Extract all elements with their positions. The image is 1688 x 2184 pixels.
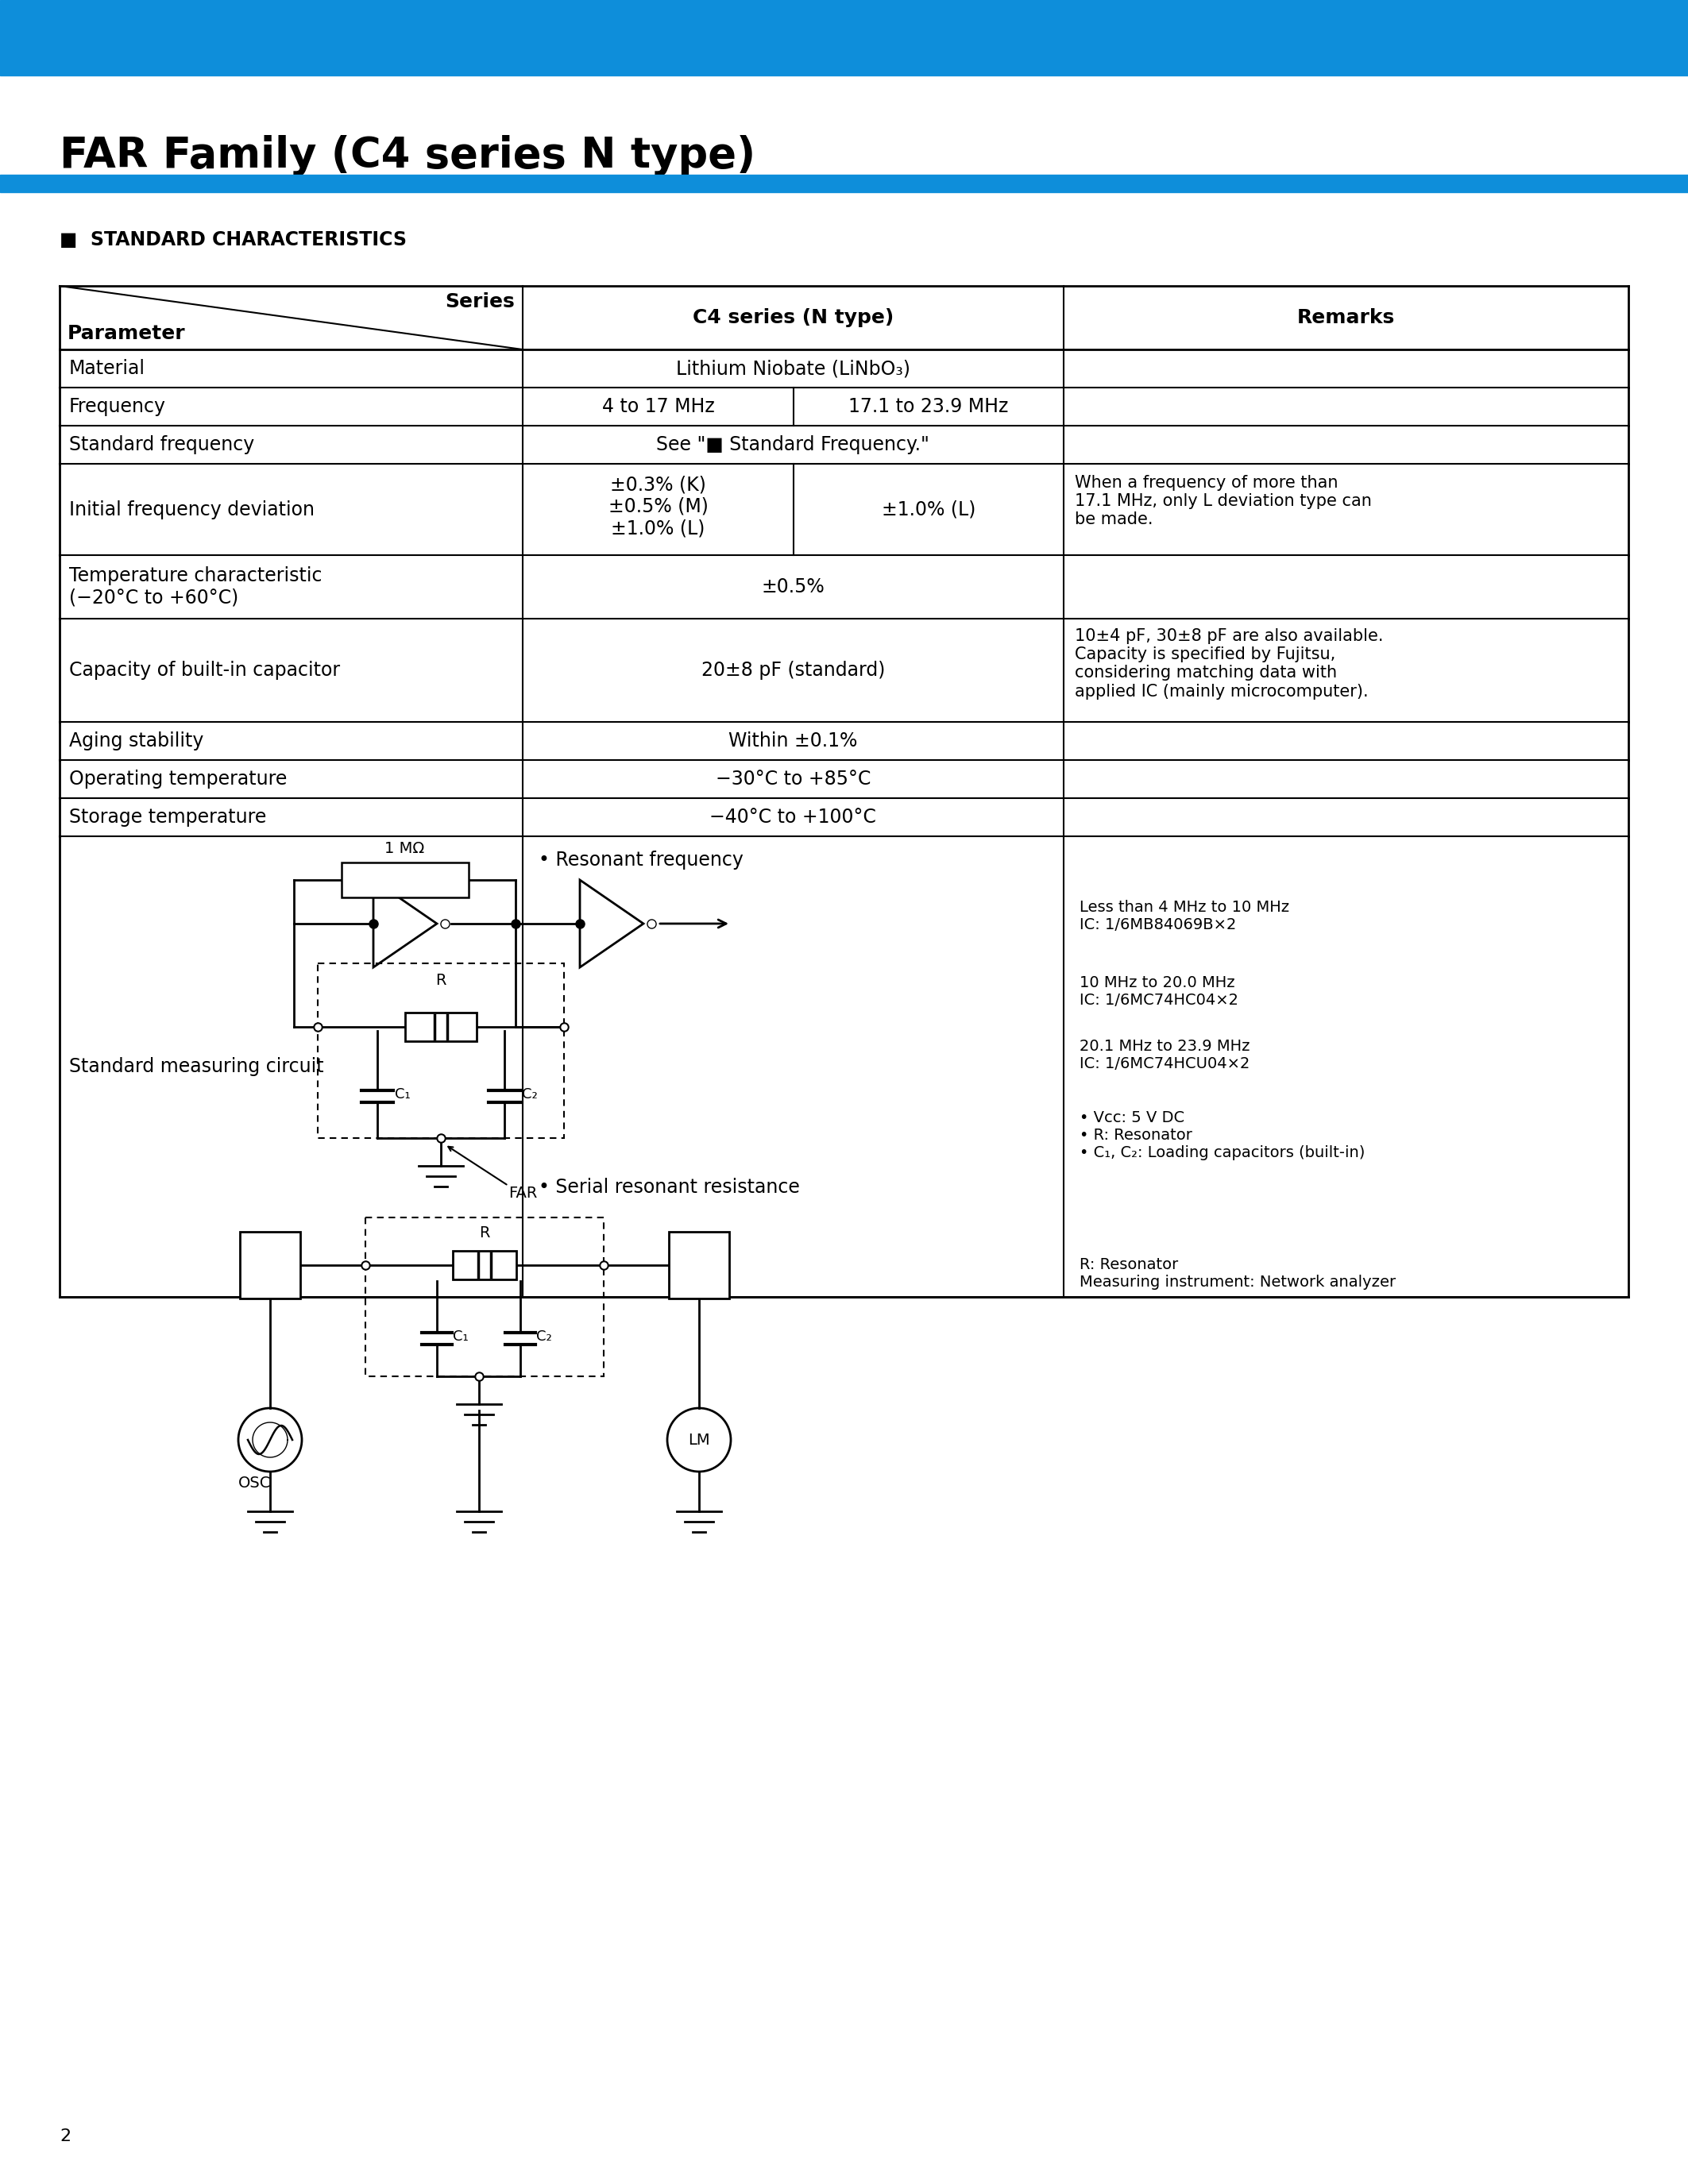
Text: Operating temperature: Operating temperature	[69, 769, 287, 788]
Text: Within ±0.1%: Within ±0.1%	[729, 732, 858, 751]
Text: ■  STANDARD CHARACTERISTICS: ■ STANDARD CHARACTERISTICS	[59, 229, 407, 249]
Text: 10 MHz to 20.0 MHz
IC: 1/6MC74HC04×2: 10 MHz to 20.0 MHz IC: 1/6MC74HC04×2	[1080, 976, 1239, 1007]
Text: −30°C to +85°C: −30°C to +85°C	[716, 769, 871, 788]
Text: FAR: FAR	[508, 1186, 537, 1201]
Text: LM: LM	[689, 1433, 711, 1448]
Text: 17.1 to 23.9 MHz: 17.1 to 23.9 MHz	[849, 397, 1009, 417]
Text: • Vcc: 5 V DC
• R: Resonator
• C₁, C₂: Loading capacitors (built-in): • Vcc: 5 V DC • R: Resonator • C₁, C₂: L…	[1080, 1109, 1366, 1160]
Text: C₂: C₂	[537, 1330, 552, 1343]
Text: Standard frequency: Standard frequency	[69, 435, 255, 454]
Text: Lithium Niobate (LiNbO₃): Lithium Niobate (LiNbO₃)	[675, 358, 910, 378]
Text: Material: Material	[69, 358, 145, 378]
Text: When a frequency of more than
17.1 MHz, only L deviation type can
be made.: When a frequency of more than 17.1 MHz, …	[1075, 474, 1372, 529]
Text: FAR Family (C4 series N type): FAR Family (C4 series N type)	[59, 135, 756, 177]
Text: ±0.3% (K)
±0.5% (M)
±1.0% (L): ±0.3% (K) ±0.5% (M) ±1.0% (L)	[608, 474, 707, 537]
Text: R: R	[479, 1225, 490, 1241]
Text: Storage temperature: Storage temperature	[69, 808, 267, 828]
Text: Remarks: Remarks	[1296, 308, 1394, 328]
Text: ±0.5%: ±0.5%	[761, 577, 825, 596]
Text: Initial frequency deviation: Initial frequency deviation	[69, 500, 314, 520]
Text: 10±4 pF, 30±8 pF are also available.
Capacity is specified by Fujitsu,
consideri: 10±4 pF, 30±8 pF are also available. Cap…	[1075, 629, 1384, 699]
Bar	[405, 1013, 476, 1042]
Text: 20.1 MHz to 23.9 MHz
IC: 1/6MC74HCU04×2: 20.1 MHz to 23.9 MHz IC: 1/6MC74HCU04×2	[1080, 1040, 1249, 1072]
Text: C₂: C₂	[522, 1088, 537, 1101]
Text: • Serial resonant resistance: • Serial resonant resistance	[538, 1177, 800, 1197]
Bar	[668, 1232, 729, 1299]
Text: ±1.0% (L): ±1.0% (L)	[881, 500, 976, 520]
Text: −40°C to +100°C: −40°C to +100°C	[709, 808, 876, 828]
Text: 75 Ω: 75 Ω	[680, 1258, 717, 1273]
Text: Series: Series	[444, 293, 515, 312]
Text: Capacity of built-in capacitor: Capacity of built-in capacitor	[69, 662, 339, 679]
Text: R: Resonator
Measuring instrument: Network analyzer: R: Resonator Measuring instrument: Netwo…	[1080, 1258, 1396, 1291]
Bar	[0, 0, 1688, 76]
Text: Parameter: Parameter	[68, 323, 186, 343]
Text: C₁: C₁	[395, 1088, 410, 1101]
Text: R: R	[436, 972, 446, 987]
Text: Frequency: Frequency	[69, 397, 165, 417]
Text: 75 Ω: 75 Ω	[252, 1258, 289, 1273]
Text: C₁: C₁	[452, 1330, 469, 1343]
Text: C4 series (N type): C4 series (N type)	[692, 308, 893, 328]
Text: 20±8 pF (standard): 20±8 pF (standard)	[701, 662, 885, 679]
Text: Standard measuring circuit: Standard measuring circuit	[69, 1057, 324, 1077]
Text: 1 MΩ: 1 MΩ	[385, 841, 425, 856]
Text: • Resonant frequency: • Resonant frequency	[538, 850, 743, 869]
Bar	[341, 863, 468, 898]
Text: See "■ Standard Frequency.": See "■ Standard Frequency."	[657, 435, 930, 454]
Text: 2: 2	[59, 2129, 71, 2145]
Text: 4 to 17 MHz: 4 to 17 MHz	[603, 397, 714, 417]
Bar	[0, 175, 1688, 192]
Text: OSC: OSC	[238, 1476, 272, 1492]
Bar	[452, 1251, 517, 1280]
Text: Less than 4 MHz to 10 MHz
IC: 1/6MB84069B×2: Less than 4 MHz to 10 MHz IC: 1/6MB84069…	[1080, 900, 1290, 933]
Text: Aging stability: Aging stability	[69, 732, 204, 751]
Bar	[240, 1232, 300, 1299]
Text: Temperature characteristic
(−20°C to +60°C): Temperature characteristic (−20°C to +60…	[69, 566, 322, 607]
